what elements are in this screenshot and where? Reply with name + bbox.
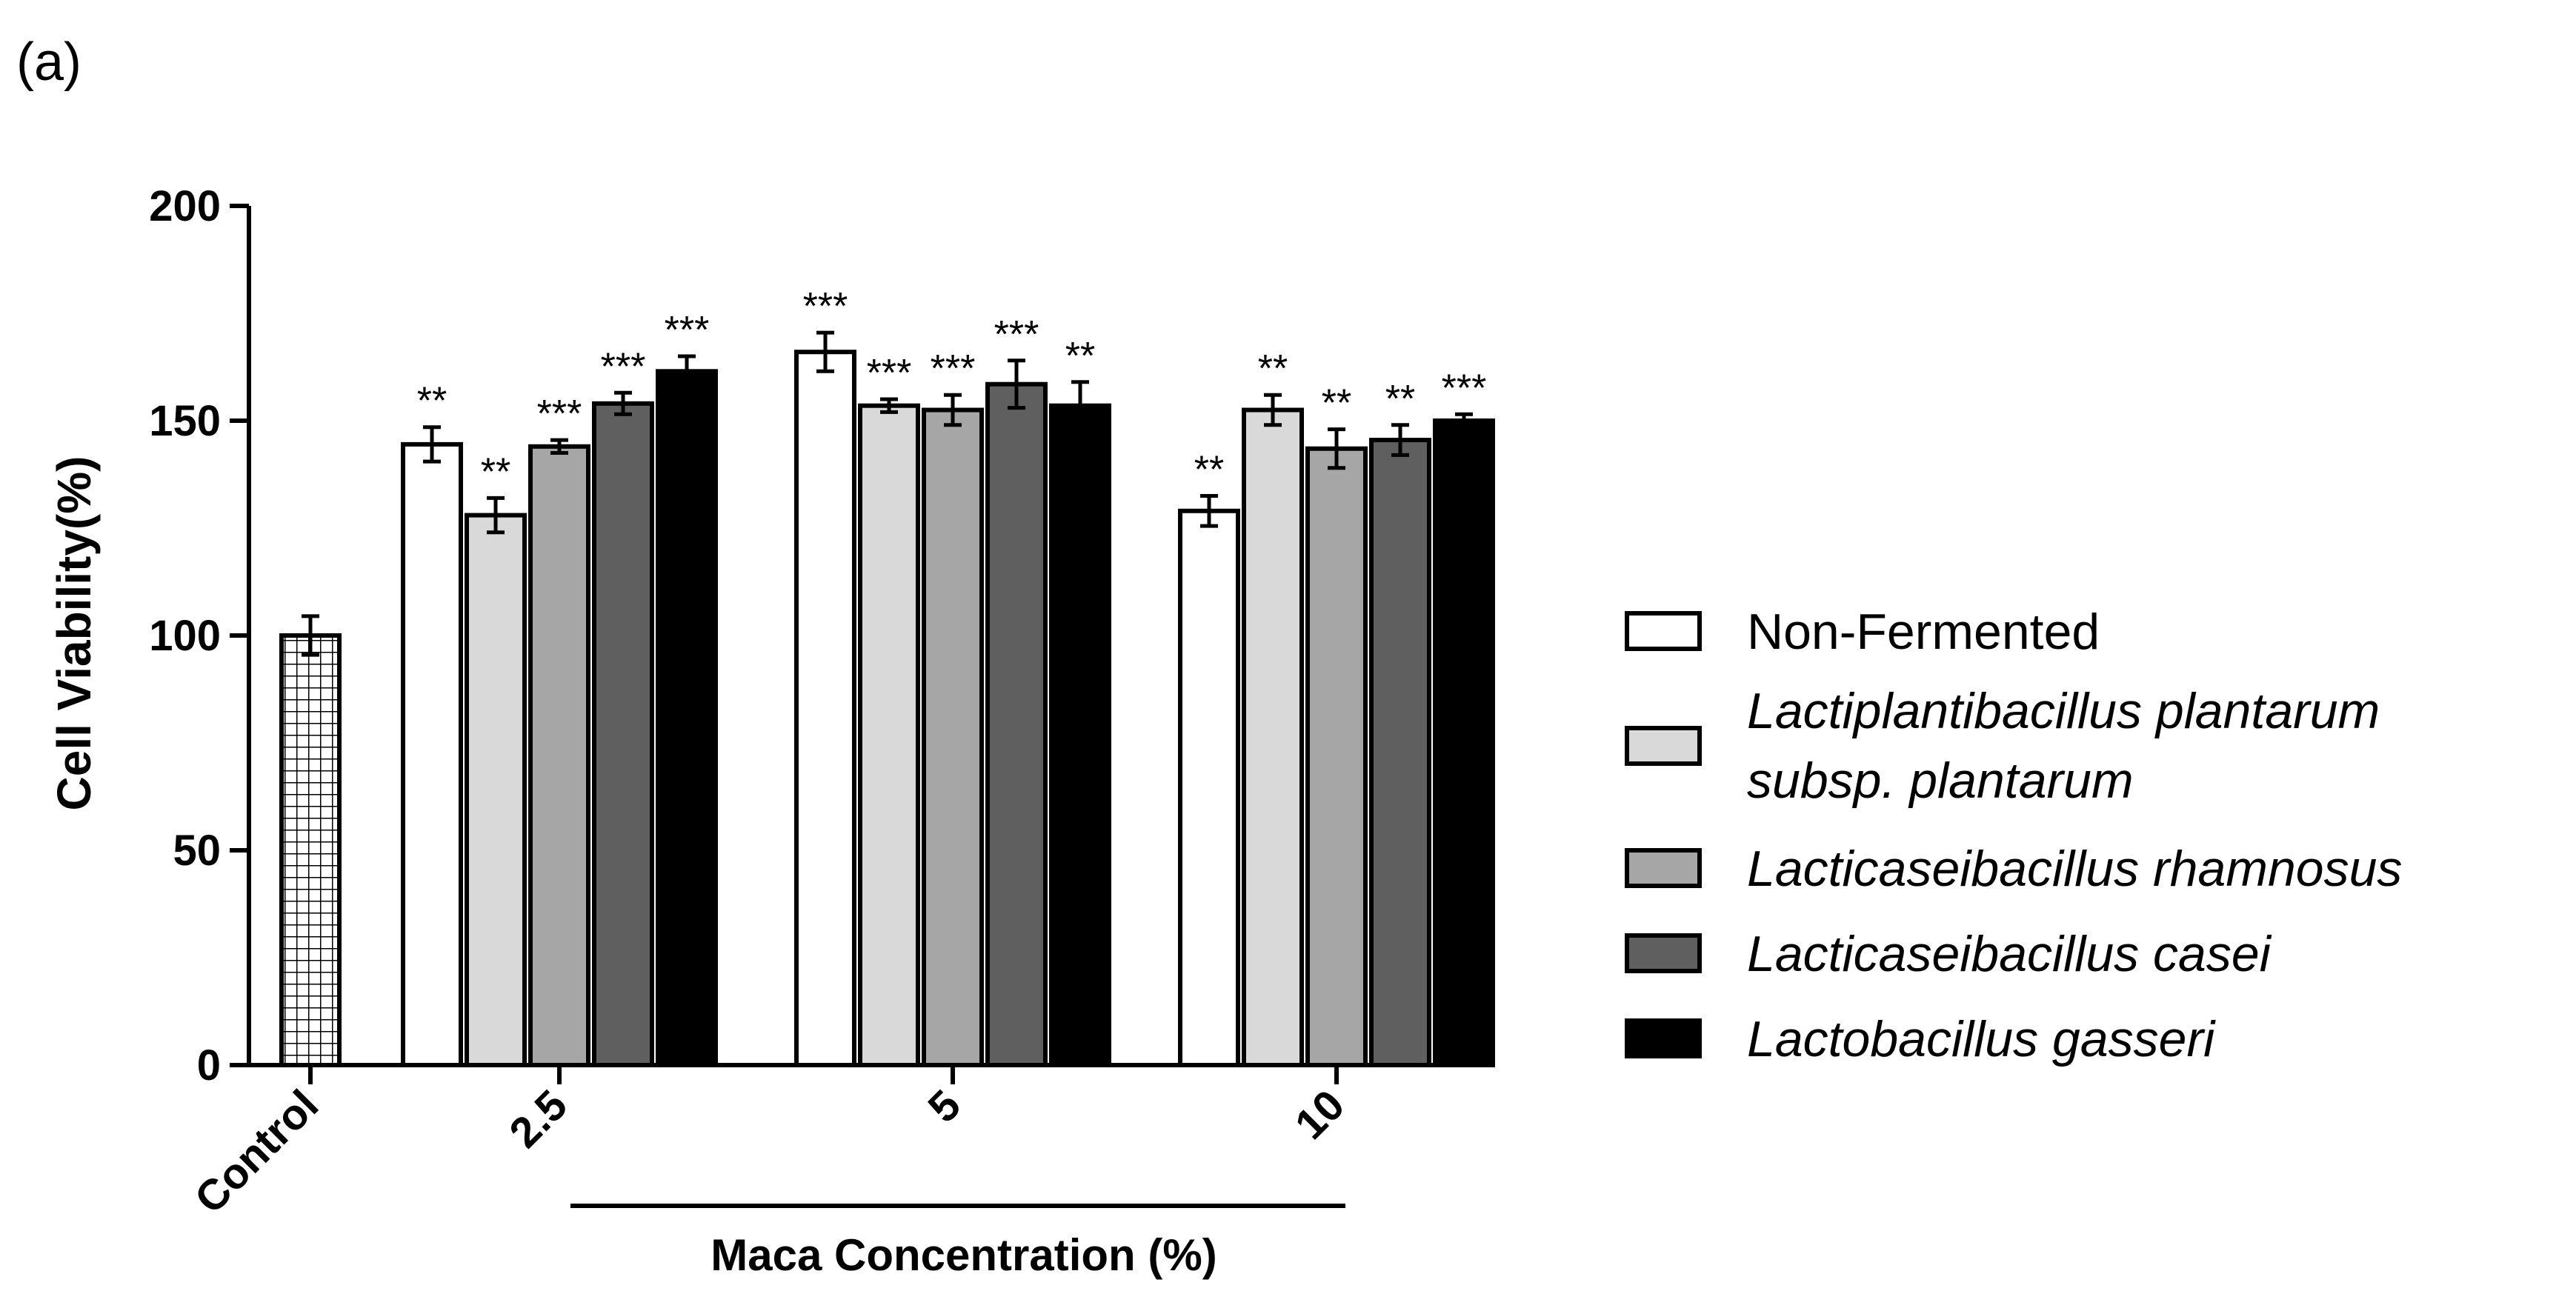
significance-label: *** (931, 347, 976, 390)
bar (1178, 508, 1240, 1067)
significance-label: *** (537, 393, 582, 436)
x-tick-label-control: Control (185, 1081, 327, 1223)
significance-label: *** (601, 345, 646, 388)
significance-label: ** (1065, 335, 1095, 378)
panel-label: (a) (16, 33, 81, 92)
legend-swatch (1625, 1018, 1702, 1058)
bar (592, 401, 654, 1067)
significance-label: ** (1258, 347, 1288, 390)
significance-label: *** (803, 285, 848, 328)
legend-swatch (1625, 611, 1702, 651)
y-axis-label: Cell Viability(%) (47, 456, 101, 811)
bar (528, 444, 590, 1067)
y-tick-label: 50 (173, 827, 221, 875)
significance-label: ** (417, 380, 447, 423)
bar (1049, 403, 1111, 1067)
y-tick-label: 200 (149, 182, 221, 230)
legend-label: subsp. plantarum (1747, 753, 2134, 809)
y-tick-label: 150 (149, 397, 221, 445)
bar (465, 513, 527, 1067)
bar (1433, 418, 1495, 1067)
legend-swatch (1625, 726, 1702, 766)
bar (656, 369, 718, 1067)
significance-label: *** (665, 309, 710, 352)
bars (279, 350, 1495, 1067)
legend-label: Lacticaseibacillus casei (1747, 926, 2272, 982)
y-axis: 0 50 100 150 200 (149, 182, 251, 1090)
x-axis: Control 2.5 5 10 (185, 1063, 1490, 1223)
x-tick-label: 10 (1286, 1081, 1354, 1149)
significance-label: ** (1385, 378, 1415, 421)
bar (985, 381, 1048, 1067)
bar (922, 407, 984, 1067)
bar (794, 350, 856, 1067)
significance-label: *** (1442, 367, 1487, 410)
y-tick-label: 100 (149, 612, 221, 660)
bar (1369, 438, 1431, 1067)
significance-label: ** (1194, 449, 1224, 492)
legend: Non-Fermented Lactiplantibacillus plantar… (1625, 604, 2402, 1067)
significance-label: *** (994, 313, 1039, 356)
significance-label: ** (481, 450, 510, 493)
legend-label: Lactobacillus gasseri (1747, 1011, 2216, 1067)
x-tick-label: 2.5 (500, 1081, 576, 1157)
significance-label: *** (867, 352, 912, 395)
bar-control (279, 633, 342, 1067)
significance-label: ** (1322, 382, 1351, 425)
bar (858, 403, 920, 1067)
legend-swatch (1625, 933, 1702, 973)
bar (1305, 446, 1368, 1067)
legend-swatch (1625, 848, 1702, 888)
x-tick-label: 5 (919, 1081, 970, 1132)
legend-label: Lacticaseibacillus rhamnosus (1747, 841, 2402, 897)
significance-labels: ******************* ****** ******** ** *** (417, 285, 1487, 493)
bar (401, 441, 463, 1067)
y-tick-label: 0 (197, 1041, 221, 1090)
x-axis-label: Maca Concentration (%) (710, 1230, 1217, 1280)
legend-label: Lactiplantibacillus plantarum (1747, 683, 2380, 739)
legend-label: Non-Fermented (1747, 604, 2100, 660)
bar (1242, 407, 1304, 1067)
error-bars (302, 330, 1473, 657)
